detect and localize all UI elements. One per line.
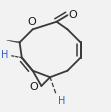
Text: H: H (58, 96, 65, 106)
Text: O: O (69, 10, 77, 20)
Text: H: H (1, 51, 9, 60)
Polygon shape (7, 40, 20, 43)
Text: O: O (27, 17, 36, 27)
Text: O: O (29, 82, 38, 92)
